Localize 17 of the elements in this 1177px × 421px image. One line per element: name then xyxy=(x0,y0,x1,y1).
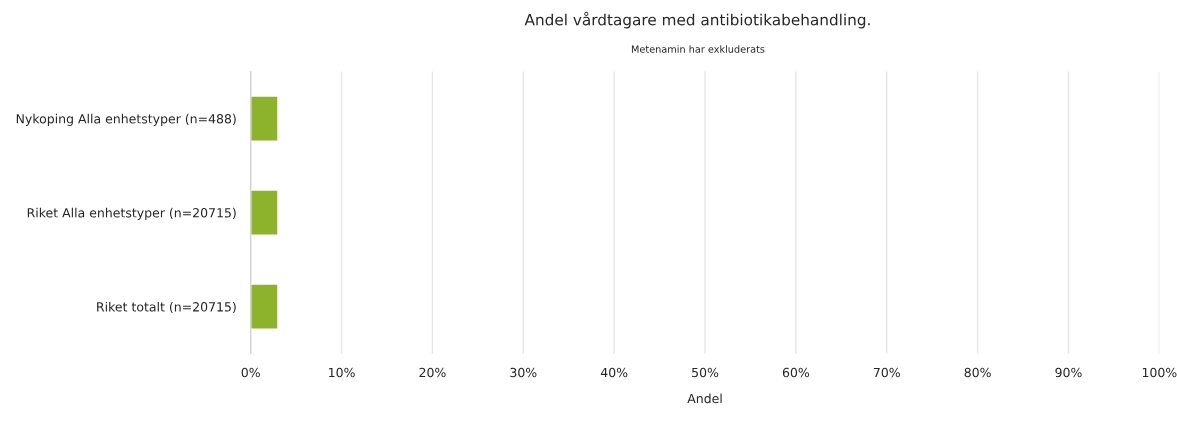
y-tick-label: Riket Alla enhetstyper (n=20715) xyxy=(27,207,236,220)
y-tick-label: Riket totalt (n=20715) xyxy=(97,301,236,314)
x-tick-label: 30% xyxy=(510,367,537,378)
x-tick-label: 50% xyxy=(692,367,719,378)
x-tick-label: 80% xyxy=(964,367,991,378)
x-tick-label: 60% xyxy=(782,367,810,378)
x-axis-title: Andel xyxy=(687,393,722,404)
x-tick-label: 70% xyxy=(873,367,900,378)
x-tick-label: 20% xyxy=(419,367,446,378)
x-tick-label: 0% xyxy=(241,367,260,378)
x-tick-label: 90% xyxy=(1055,367,1082,378)
x-tick-label: 10% xyxy=(329,367,355,378)
y-tick-label: Nykoping Alla enhetstyper (n=488) xyxy=(16,113,236,126)
x-tick-label: 40% xyxy=(600,367,628,378)
chart-title: Andel vårdtagare med antibiotikabehandling. xyxy=(524,11,870,29)
chart-subtitle: Metenamin har exkluderats xyxy=(631,45,765,53)
x-tick-label: 100% xyxy=(1142,367,1177,378)
